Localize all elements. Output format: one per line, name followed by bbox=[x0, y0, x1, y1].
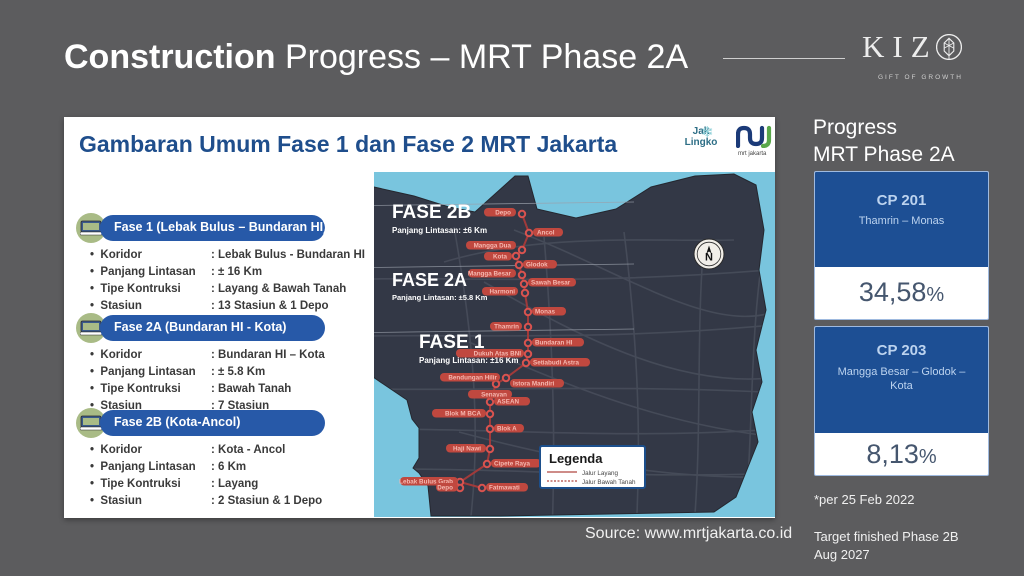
svg-text:Sawah Besar: Sawah Besar bbox=[531, 279, 571, 286]
svg-text:Depo: Depo bbox=[495, 209, 511, 216]
svg-text:Harmoni: Harmoni bbox=[489, 288, 515, 295]
svg-text:Setiabudi Astra: Setiabudi Astra bbox=[533, 359, 579, 366]
svg-text:Thamrin: Thamrin bbox=[494, 323, 519, 330]
svg-text:Mangga Besar: Mangga Besar bbox=[468, 270, 512, 277]
svg-text:Monas: Monas bbox=[535, 308, 555, 315]
svg-text:Jalur Layang: Jalur Layang bbox=[582, 470, 619, 477]
svg-text:Legenda: Legenda bbox=[549, 451, 603, 466]
svg-text:Bundaran HI: Bundaran HI bbox=[535, 339, 573, 346]
svg-text:Blok A: Blok A bbox=[497, 425, 517, 432]
svg-text:Glodok: Glodok bbox=[526, 261, 548, 268]
svg-text:Jalur Bawah Tanah: Jalur Bawah Tanah bbox=[582, 479, 636, 486]
svg-text:Panjang Lintasan: ±6 Km: Panjang Lintasan: ±6 Km bbox=[392, 226, 487, 235]
svg-text:FASE 2B: FASE 2B bbox=[392, 202, 471, 223]
svg-text:ASEAN: ASEAN bbox=[497, 398, 519, 405]
svg-text:Blok M BCA: Blok M BCA bbox=[445, 410, 481, 417]
svg-text:FASE 2A: FASE 2A bbox=[392, 270, 467, 290]
svg-text:Cipete Raya: Cipete Raya bbox=[494, 460, 531, 467]
svg-text:N: N bbox=[705, 252, 713, 264]
svg-text:Haji Nawi: Haji Nawi bbox=[453, 445, 481, 452]
svg-text:Dukuh Atas BNI: Dukuh Atas BNI bbox=[474, 350, 522, 357]
svg-text:Fatmawati: Fatmawati bbox=[489, 484, 520, 491]
svg-text:Istora Mandiri: Istora Mandiri bbox=[513, 380, 555, 387]
svg-text:Kota: Kota bbox=[493, 253, 507, 260]
svg-text:Ancol: Ancol bbox=[537, 229, 555, 236]
svg-text:Panjang Lintasan: ±5.8 Km: Panjang Lintasan: ±5.8 Km bbox=[392, 293, 488, 302]
svg-text:Bendungan Hilir: Bendungan Hilir bbox=[448, 374, 497, 381]
svg-text:Mangga Dua: Mangga Dua bbox=[474, 242, 512, 249]
svg-text:Depo: Depo bbox=[437, 484, 453, 491]
